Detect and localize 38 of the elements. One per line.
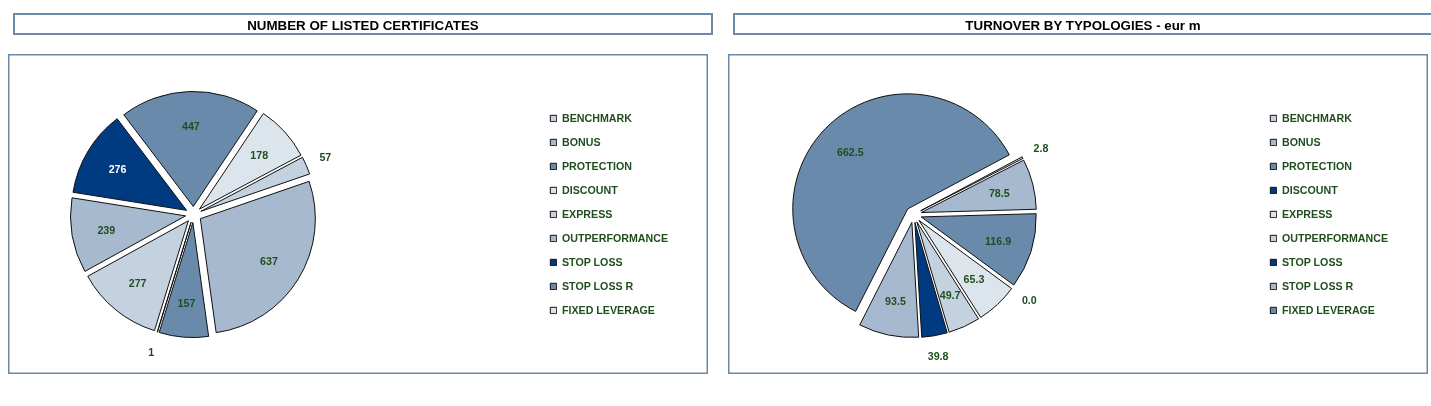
data-label: 116.9 [984, 234, 1012, 247]
data-label: 239 [97, 223, 116, 236]
legend-label: EXPRESS [562, 208, 613, 220]
legend-label: FIXED LEVERAGE [1282, 304, 1375, 316]
data-label: 637 [260, 254, 278, 267]
chart-title: TURNOVER BY TYPOLOGIES - eur m [965, 17, 1201, 35]
legend-label: STOP LOSS [1282, 256, 1343, 268]
data-label: 157 [177, 296, 196, 309]
data-label: 276 [108, 162, 127, 175]
legend-label: OUTPERFORMANCE [562, 232, 668, 244]
data-label: 2.8 [1033, 142, 1049, 155]
data-label: 65.3 [963, 273, 985, 286]
legend-label: STOP LOSS R [562, 280, 634, 292]
legend-label: BENCHMARK [1282, 112, 1352, 124]
legend-label: PROTECTION [1282, 160, 1352, 172]
data-label: 39.8 [927, 350, 949, 363]
chart-title: NUMBER OF LISTED CERTIFICATES [247, 17, 479, 35]
legend-label: BONUS [562, 136, 601, 148]
legend-label: PROTECTION [562, 160, 632, 172]
text: 0.0 [1021, 293, 1037, 306]
data-label: 93.5 [885, 295, 906, 308]
legend-label: BONUS [1282, 136, 1321, 148]
data-label: 49.7 [939, 289, 961, 302]
legend-label: STOP LOSS R [1282, 280, 1354, 292]
legend-label: STOP LOSS [562, 256, 623, 268]
data-label: 447 [181, 119, 200, 132]
data-label: 662.5 [836, 146, 864, 159]
legend-label: DISCOUNT [1282, 184, 1338, 196]
data-label: 78.5 [988, 186, 1010, 199]
legend-label: DISCOUNT [562, 184, 618, 196]
data-label: 178 [250, 149, 269, 162]
data-label: 1 [148, 345, 155, 358]
data-label: 277 [128, 277, 147, 290]
legend-label: EXPRESS [1282, 208, 1333, 220]
legend-label: FIXED LEVERAGE [562, 304, 655, 316]
legend-label: OUTPERFORMANCE [1282, 232, 1388, 244]
legend-label: BENCHMARK [562, 112, 632, 124]
data-label: 57 [319, 151, 332, 164]
